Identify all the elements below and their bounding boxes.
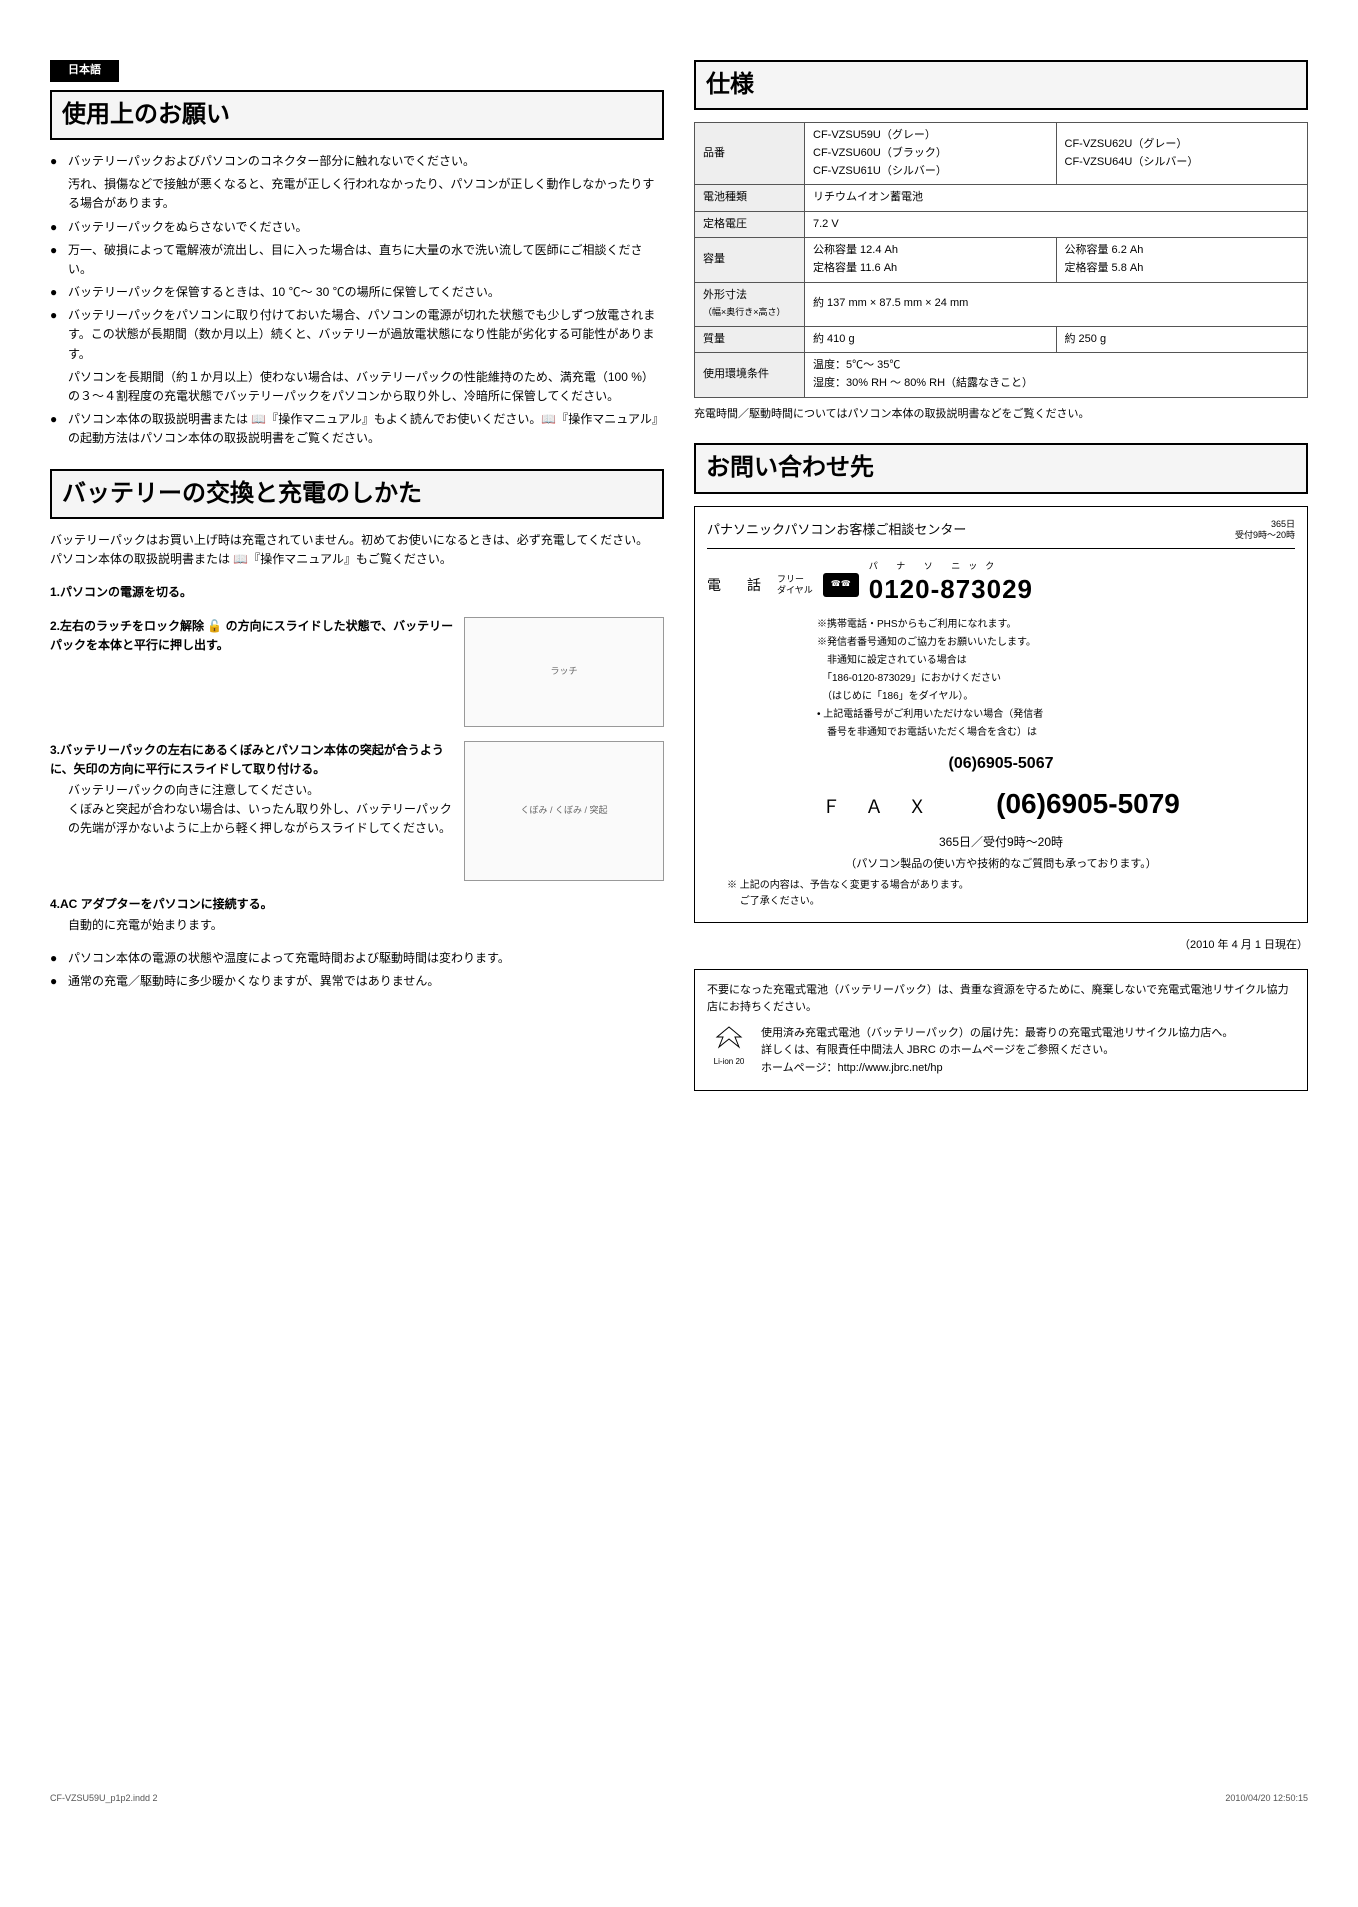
spec-value: 公称容量 6.2 Ah 定格容量 5.8 Ah [1056,238,1308,282]
recycle-text2: 使用済み充電式電池（バッテリーパック）の届け先：最寄りの充電式電池リサイクル協力… [761,1025,1233,1078]
spec-value: 約 250 g [1056,326,1308,353]
spec-value: 温度：5℃～ 35℃ 湿度：30% RH ～ 80% RH（結露なきこと） [805,353,1308,397]
phone-note: 非通知に設定されている場合は [817,653,1295,669]
step-list: 1.パソコンの電源を切る。 2.左右のラッチをロック解除 🔓 の方向にスライドした… [50,583,664,935]
step: 3.バッテリーパックの左右にあるくぼみとパソコン本体の突起が合うように、矢印の方… [50,741,664,881]
contact-notes: ※携帯電話・PHSからもご利用になれます。 ※発信者番号通知のご協力をお願いいたし… [707,617,1295,741]
contact-date: （2010 年 4 月 1 日現在） [694,937,1308,955]
phone-number: 0120-873029 [869,569,1033,611]
recycle-icon-label: Li-ion 20 [707,1056,751,1069]
replace-intro1: バッテリーパックはお買い上げ時は充電されていません。初めてお使いになるときは、必… [50,531,664,550]
spec-table: 品番CF-VZSU59U（グレー） CF-VZSU60U（ブラック） CF-VZ… [694,122,1308,397]
spec-label: 容量 [695,238,805,282]
bullet-subtext: 汚れ、損傷などで接触が悪くなると、充電が正しく行われなかったり、パソコンが正しく… [50,175,664,213]
recycle-text1: 不要になった充電式電池（バッテリーパック）は、貴重な資源を守るために、廃棄しない… [707,982,1295,1017]
section-usage-title: 使用上のお願い [50,90,664,140]
phone-sub: フリー ダイヤル [777,574,813,596]
contact-center-hours: 365日 受付9時～20時 [1235,519,1295,542]
section-spec-title: 仕様 [694,60,1308,110]
replace-intro: バッテリーパックはお買い上げ時は充電されていません。初めてお使いになるときは、必… [50,531,664,569]
alt-phone: (06)6905-5067 [707,751,1295,777]
recycle-box: 不要になった充電式電池（バッテリーパック）は、貴重な資源を守るために、廃棄しない… [694,969,1308,1091]
spec-label: 定格電圧 [695,211,805,238]
spec-value: 公称容量 12.4 Ah 定格容量 11.6 Ah [805,238,1057,282]
recycle-icon: Li-ion 20 [707,1025,751,1078]
phone-note: • 上記電話番号がご利用いただけない場合（発信者 [817,707,1295,723]
phone-note: ※発信者番号通知のご協力をお願いいたします。 [817,635,1295,651]
section-contact-title: お問い合わせ先 [694,443,1308,493]
language-tag: 日本語 [50,60,119,82]
spec-value: CF-VZSU62U（グレー） CF-VZSU64U（シルバー） [1056,123,1308,185]
page-footer: CF-VZSU59U_p1p2.indd 2 2010/04/20 12:50:… [50,1791,1308,1805]
spec-value: 7.2 V [805,211,1308,238]
fax-number: (06)6905-5079 [996,782,1180,827]
step: 4.AC アダプターをパソコンに接続する。自動的に充電が始まります。 [50,895,664,935]
section-replace-title: バッテリーの交換と充電のしかた [50,469,664,519]
spec-value: 約 137 mm × 87.5 mm × 24 mm [805,282,1308,326]
replace-intro2: パソコン本体の取扱説明書または 📖『操作マニュアル』もご覧ください。 [50,550,664,569]
spec-label: 外形寸法（幅×奥行き×高さ） [695,282,805,326]
diagram-latch: ラッチ [464,617,664,727]
phone-note: 「186-0120-873029」におかけください [817,671,1295,687]
bullet-item: バッテリーパックおよびパソコンのコネクター部分に触れないでください。 [50,152,664,171]
spec-label: 電池種類 [695,185,805,212]
bullet-item: バッテリーパックをパソコンに取り付けておいた場合、パソコンの電源が切れた状態でも… [50,306,664,364]
spec-value: CF-VZSU59U（グレー） CF-VZSU60U（ブラック） CF-VZSU… [805,123,1057,185]
note-item: パソコン本体の電源の状態や温度によって充電時間および駆動時間は変わります。 [50,949,664,968]
bullet-item: バッテリーパックをぬらさないでください。 [50,218,664,237]
free-dial-icon: ☎☎ [823,573,859,597]
spec-value: リチウムイオン蓄電池 [805,185,1308,212]
contact-center-name: パナソニックパソコンお客様ご相談センター [707,520,966,541]
footer-left: CF-VZSU59U_p1p2.indd 2 [50,1791,158,1805]
phone-note: （はじめに「186」をダイヤル）。 [817,689,1295,705]
phone-note: ※携帯電話・PHSからもご利用になれます。 [817,617,1295,633]
bullet-subtext: パソコンを長期間（約１か月以上）使わない場合は、バッテリーパックの性能維持のため… [50,368,664,406]
phone-note: 番号を非通知でお電話いただく場合を含む）は [817,725,1295,741]
contact-disclaimer2: ※ 上記の内容は、予告なく変更する場合があります。 ご了承ください。 [707,878,1295,910]
step: 2.左右のラッチをロック解除 🔓 の方向にスライドした状態で、バッテリーパックを… [50,617,664,727]
contact-hours: 365日／受付9時～20時 [707,833,1295,852]
spec-note: 充電時間／駆動時間についてはパソコン本体の取扱説明書などをご覧ください。 [694,406,1308,424]
diagram-battery: くぼみ / くぼみ / 突起 [464,741,664,881]
spec-label: 質量 [695,326,805,353]
spec-value: 約 410 g [805,326,1057,353]
bullet-item: パソコン本体の取扱説明書または 📖『操作マニュアル』もよく読んでお使いください。… [50,410,664,448]
spec-label: 使用環境条件 [695,353,805,397]
fax-label: Ｆ Ａ Ｘ [822,793,936,822]
bullet-item: 万一、破損によって電解液が流出し、目に入った場合は、直ちに大量の水で洗い流して医… [50,241,664,279]
contact-disclaimer: （パソコン製品の使い方や技術的なご質問も承っております。） [707,856,1295,874]
spec-label: 品番 [695,123,805,185]
phone-label: 電 話 [707,574,767,596]
usage-bullets: バッテリーパックおよびパソコンのコネクター部分に触れないでください。汚れ、損傷な… [50,152,664,449]
step: 1.パソコンの電源を切る。 [50,583,664,602]
footer-right: 2010/04/20 12:50:15 [1225,1791,1308,1805]
bullet-item: バッテリーパックを保管するときは、10 ℃～ 30 ℃の場所に保管してください。 [50,283,664,302]
replace-notes: パソコン本体の電源の状態や温度によって充電時間および駆動時間は変わります。通常の… [50,949,664,991]
note-item: 通常の充電／駆動時に多少暖かくなりますが、異常ではありません。 [50,972,664,991]
contact-box: パナソニックパソコンお客様ご相談センター 365日 受付9時～20時 電 話 フ… [694,506,1308,924]
